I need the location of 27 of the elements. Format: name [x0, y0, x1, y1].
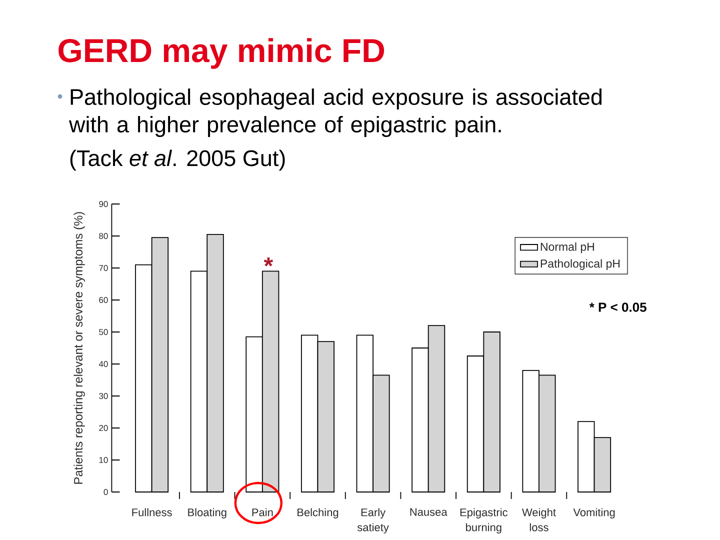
y-tick-label: 60: [99, 296, 108, 303]
legend-label: Normal pH: [540, 242, 594, 254]
y-tick-label: 20: [99, 424, 108, 432]
x-tick-label: Vomiting: [573, 508, 615, 518]
x-tick-label: Belching: [298, 508, 338, 518]
y-tick-label: 0: [104, 488, 108, 496]
y-axis-title: Patients reporting relevant or severe symptoms (%): [74, 212, 85, 484]
y-tick-label: 40: [98, 360, 108, 367]
x-tick-label: Early satiety: [357, 508, 389, 534]
y-tick-label: 50: [99, 328, 108, 335]
y-tick-label: 90: [99, 200, 108, 207]
x-tick-label: Epigastric burning: [460, 508, 508, 534]
text: (Tack et al. 2005 Gut): [70, 150, 285, 171]
y-tick-label: 70: [99, 264, 108, 271]
x-tick-label: Nausea: [410, 508, 448, 516]
annotation: * P < 0.05: [589, 302, 646, 312]
x-tick-label: Pain: [252, 508, 273, 516]
y-tick-label: 30: [99, 392, 108, 400]
chart-subtitle: Pathological esophageal acid exposure is associated with a higher prevalence of epigastric pain.: [68, 88, 602, 137]
x-tick-label: Fullness: [132, 508, 172, 516]
y-tick-label: 80: [99, 232, 108, 239]
x-tick-label: Bloating: [188, 508, 226, 518]
x-tick-label: Weight loss: [522, 508, 556, 532]
annotation: *: [264, 257, 274, 266]
chart-title: GERD may mimic FD: [58, 38, 384, 69]
y-tick-label: 10: [99, 456, 108, 464]
legend-label: Pathological pH: [540, 259, 620, 270]
